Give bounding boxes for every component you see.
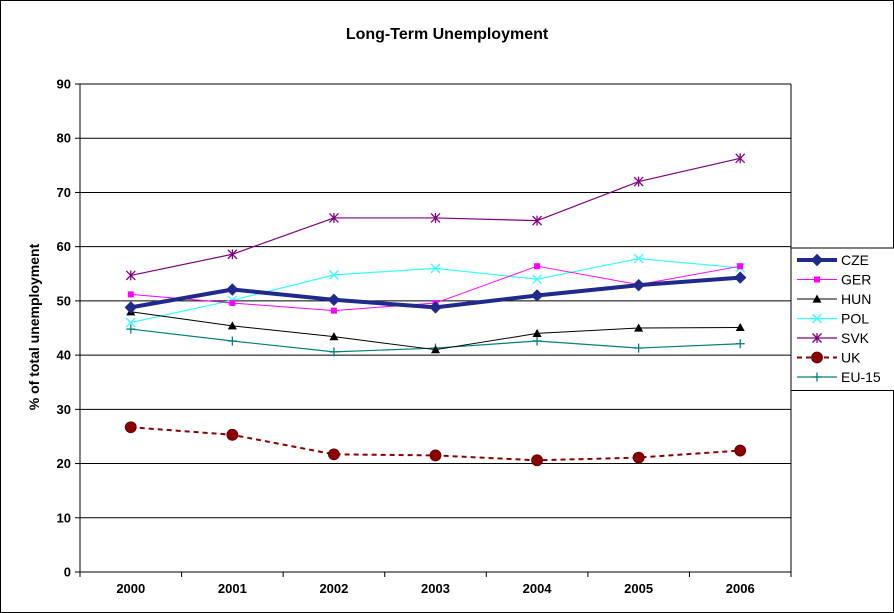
y-tick-label: 80 bbox=[57, 131, 71, 146]
data-point-ger bbox=[534, 263, 541, 270]
data-point-hun bbox=[735, 322, 745, 332]
data-point-cze bbox=[124, 301, 137, 314]
data-point-cze bbox=[530, 289, 544, 302]
data-point-pol-stroke bbox=[633, 253, 644, 264]
legend-item-uk: UK bbox=[797, 350, 861, 366]
legend: CZE GER HUN POL SVK UK EU-15 bbox=[790, 247, 894, 391]
series-uk bbox=[124, 421, 747, 467]
x-tick-label: 2004 bbox=[523, 581, 553, 596]
data-point-svk bbox=[532, 215, 543, 226]
data-point-ger bbox=[127, 291, 134, 298]
data-point-uk bbox=[531, 454, 543, 467]
data-point-pol-stroke bbox=[125, 317, 136, 328]
legend-item-cze: CZE bbox=[797, 252, 869, 268]
data-point-svk bbox=[633, 176, 644, 187]
legend-item-pol: POL bbox=[797, 311, 869, 327]
data-point-uk bbox=[632, 451, 645, 464]
y-tick-label: 10 bbox=[57, 510, 71, 525]
y-tick-label: 20 bbox=[57, 456, 71, 471]
x-tick-label: 2005 bbox=[624, 581, 653, 596]
legend-label: GER bbox=[841, 272, 871, 288]
legend-swatch-marker bbox=[810, 253, 824, 267]
data-point-eu-15 bbox=[634, 343, 644, 353]
data-point-ger bbox=[737, 263, 744, 270]
data-point-uk bbox=[124, 421, 137, 434]
y-tick-label: 60 bbox=[57, 239, 71, 254]
data-point-uk bbox=[328, 448, 340, 461]
legend-item-hun: HUN bbox=[797, 291, 871, 307]
plot-area: 0 10 20 30 40 50 60 70 80 90 2000 2001 2002 2003 2004 2… bbox=[57, 77, 792, 596]
legend-item-eu-15: EU-15 bbox=[797, 369, 881, 385]
y-tick-label: 30 bbox=[57, 402, 71, 417]
data-point-uk bbox=[226, 428, 239, 441]
legend-swatch-marker bbox=[812, 372, 822, 382]
data-point-hun bbox=[227, 321, 237, 330]
data-point-cze bbox=[429, 301, 442, 314]
data-point-pol bbox=[125, 317, 136, 328]
y-tick-label: 70 bbox=[57, 185, 71, 200]
data-point-ger bbox=[330, 307, 337, 314]
data-point-uk bbox=[429, 449, 442, 462]
chart-title: Long-Term Unemployment bbox=[346, 26, 549, 43]
data-point-pol-stroke bbox=[328, 269, 339, 280]
data-point-hun bbox=[532, 328, 542, 338]
legend-swatch-marker bbox=[812, 333, 822, 343]
data-point-cze bbox=[632, 278, 645, 292]
y-tick-label: 90 bbox=[57, 77, 71, 92]
data-point-svk bbox=[735, 153, 746, 164]
legend-label: POL bbox=[841, 311, 869, 327]
x-tick-label: 2006 bbox=[726, 581, 755, 596]
data-point-svk bbox=[227, 249, 238, 260]
legend-item-svk: SVK bbox=[797, 330, 870, 346]
data-point-svk bbox=[430, 212, 441, 223]
y-tick-label: 0 bbox=[64, 565, 71, 580]
legend-label: EU-15 bbox=[841, 369, 881, 385]
data-point-cze bbox=[327, 293, 341, 307]
data-point-pol-stroke bbox=[430, 263, 441, 274]
legend-swatch-marker bbox=[811, 351, 823, 364]
x-tick-label: 2000 bbox=[116, 581, 145, 596]
series-svk bbox=[125, 153, 746, 281]
data-point-hun bbox=[634, 323, 644, 332]
legend-label: CZE bbox=[841, 252, 869, 268]
data-point-eu-15 bbox=[227, 336, 237, 346]
legend-item-ger: GER bbox=[797, 272, 871, 288]
data-point-eu-15 bbox=[329, 347, 339, 357]
data-point-eu-15 bbox=[735, 339, 745, 349]
x-tick-label: 2003 bbox=[421, 581, 450, 596]
data-point-hun bbox=[431, 345, 440, 354]
data-point-cze bbox=[226, 283, 239, 296]
data-point-hun bbox=[329, 332, 339, 341]
data-point-pol bbox=[633, 253, 644, 264]
data-point-svk bbox=[328, 212, 339, 223]
legend-swatch-marker bbox=[812, 313, 822, 324]
legend-label: HUN bbox=[841, 291, 871, 307]
data-point-uk bbox=[734, 444, 747, 457]
data-point-ger bbox=[229, 300, 236, 307]
y-axis-label: % of total unemployment bbox=[26, 243, 42, 410]
data-point-svk bbox=[125, 270, 136, 281]
x-tick-label: 2001 bbox=[218, 581, 247, 596]
legend-swatch-marker-stroke bbox=[812, 313, 822, 324]
data-point-pol bbox=[430, 263, 441, 274]
legend-swatch-marker bbox=[814, 276, 820, 283]
x-tick-label: 2002 bbox=[319, 581, 348, 596]
y-tick-label: 50 bbox=[57, 293, 71, 308]
legend-label: SVK bbox=[841, 330, 870, 346]
data-point-cze bbox=[734, 271, 747, 284]
data-point-eu-15 bbox=[126, 324, 136, 334]
y-tick-label: 40 bbox=[57, 348, 71, 363]
data-point-pol bbox=[328, 269, 339, 280]
series-cze bbox=[124, 271, 747, 314]
data-point-pol bbox=[532, 274, 543, 285]
legend-label: UK bbox=[841, 350, 861, 366]
legend-swatch-marker bbox=[812, 294, 822, 303]
data-point-pol-stroke bbox=[532, 274, 543, 285]
legend-box bbox=[790, 247, 894, 391]
data-point-eu-15 bbox=[532, 336, 542, 346]
